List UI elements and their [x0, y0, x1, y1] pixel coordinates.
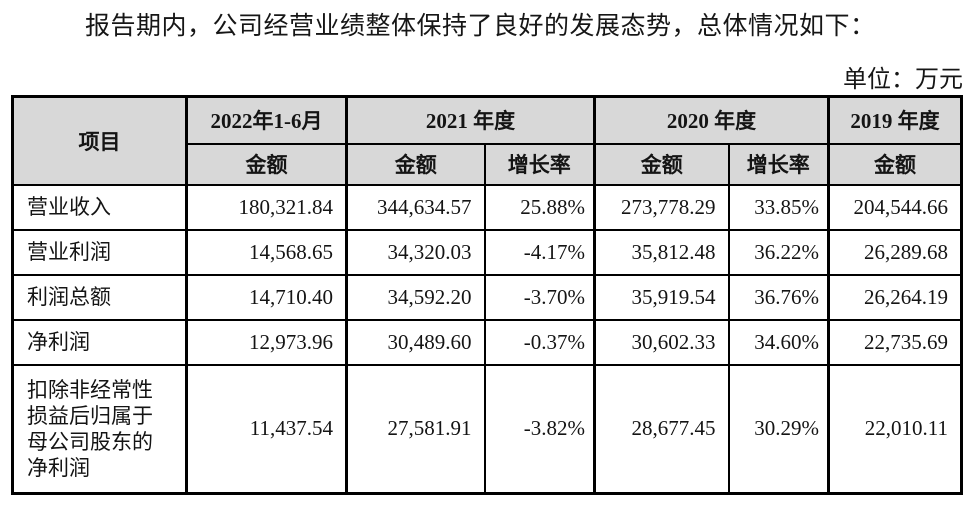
header-period-2020: 2020 年度 — [593, 95, 830, 145]
row-label: 利润总额 — [11, 273, 188, 321]
amount-cell: 30,602.33 — [593, 318, 730, 366]
subheader-amount-2020: 金额 — [593, 142, 730, 186]
growth-cell: -4.17% — [483, 228, 596, 276]
growth-cell: -3.82% — [483, 363, 596, 495]
subheader-growth-2020: 增长率 — [727, 142, 830, 186]
growth-cell: 25.88% — [483, 183, 596, 231]
amount-cell: 27,581.91 — [345, 363, 486, 495]
growth-cell: 33.85% — [727, 183, 830, 231]
growth-cell: 36.76% — [727, 273, 830, 321]
amount-cell: 204,544.66 — [827, 183, 963, 231]
table-row-operating-revenue: 营业收入 180,321.84 344,634.57 25.88% 273,77… — [11, 183, 963, 231]
amount-cell: 30,489.60 — [345, 318, 486, 366]
row-label: 营业收入 — [11, 183, 188, 231]
subheader-amount-2019: 金额 — [827, 142, 963, 186]
amount-cell: 22,735.69 — [827, 318, 963, 366]
subheader-growth-2021: 增长率 — [483, 142, 596, 186]
header-period-2019: 2019 年度 — [827, 95, 963, 145]
row-label: 净利润 — [11, 318, 188, 366]
amount-cell: 273,778.29 — [593, 183, 730, 231]
amount-cell: 22,010.11 — [827, 363, 963, 495]
amount-cell: 26,264.19 — [827, 273, 963, 321]
table-row-net-profit: 净利润 12,973.96 30,489.60 -0.37% 30,602.33… — [11, 318, 963, 366]
header-item: 项目 — [11, 95, 188, 186]
row-label: 营业利润 — [11, 228, 188, 276]
financial-summary-table: 项目 2022年1-6月 2021 年度 2020 年度 2019 年度 金额 … — [11, 95, 963, 495]
amount-cell: 34,320.03 — [345, 228, 486, 276]
intro-paragraph: 报告期内，公司经营业绩整体保持了良好的发展态势，总体情况如下： — [85, 13, 876, 40]
amount-cell: 180,321.84 — [185, 183, 348, 231]
growth-cell: -3.70% — [483, 273, 596, 321]
subheader-amount-2022: 金额 — [185, 142, 348, 186]
amount-cell: 26,289.68 — [827, 228, 963, 276]
amount-cell: 35,812.48 — [593, 228, 730, 276]
amount-cell: 28,677.45 — [593, 363, 730, 495]
table-row-net-profit-excl-nonrecurring: 扣除非经常性损益后归属于母公司股东的净利润 11,437.54 27,581.9… — [11, 363, 963, 495]
amount-cell: 14,568.65 — [185, 228, 348, 276]
growth-cell: 36.22% — [727, 228, 830, 276]
header-period-2022: 2022年1-6月 — [185, 95, 348, 145]
growth-cell: 34.60% — [727, 318, 830, 366]
amount-cell: 344,634.57 — [345, 183, 486, 231]
subheader-amount-2021: 金额 — [345, 142, 486, 186]
row-label-text: 扣除非经常性损益后归属于母公司股东的净利润 — [27, 377, 153, 480]
unit-label: 单位：万元 — [843, 67, 963, 93]
amount-cell: 34,592.20 — [345, 273, 486, 321]
table-row-total-profit: 利润总额 14,710.40 34,592.20 -3.70% 35,919.5… — [11, 273, 963, 321]
row-label: 扣除非经常性损益后归属于母公司股东的净利润 — [11, 363, 188, 495]
growth-cell: 30.29% — [727, 363, 830, 495]
amount-cell: 14,710.40 — [185, 273, 348, 321]
amount-cell: 35,919.54 — [593, 273, 730, 321]
growth-cell: -0.37% — [483, 318, 596, 366]
header-period-2021: 2021 年度 — [345, 95, 596, 145]
amount-cell: 12,973.96 — [185, 318, 348, 366]
table-row-operating-profit: 营业利润 14,568.65 34,320.03 -4.17% 35,812.4… — [11, 228, 963, 276]
amount-cell: 11,437.54 — [185, 363, 348, 495]
